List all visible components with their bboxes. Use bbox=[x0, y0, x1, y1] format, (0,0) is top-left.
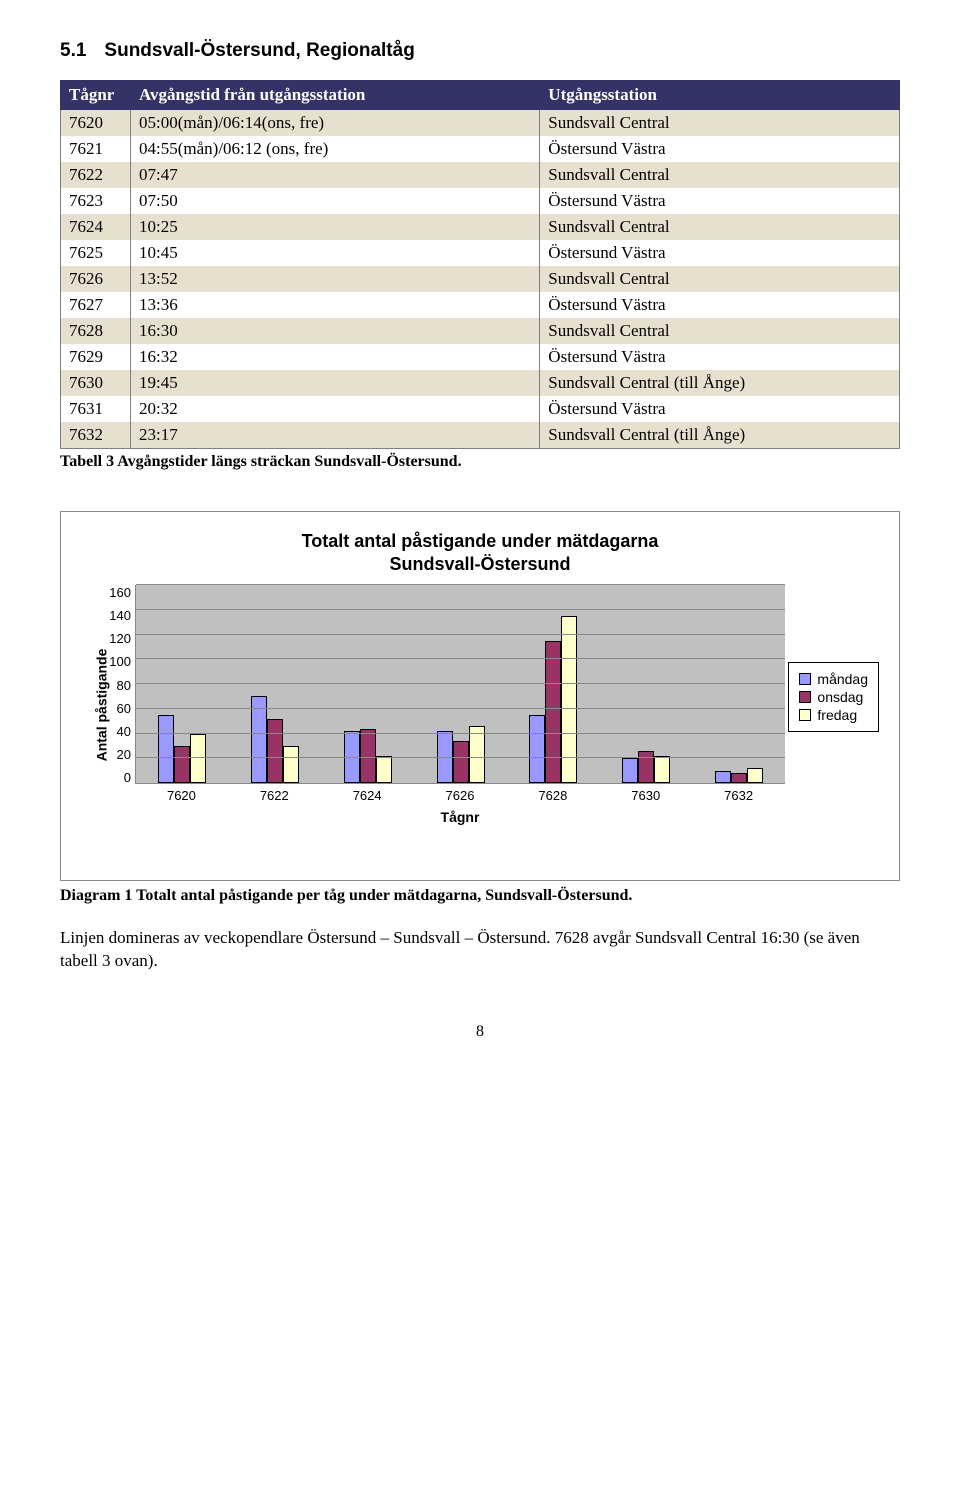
bar bbox=[731, 773, 747, 783]
section-number: 5.1 bbox=[60, 40, 86, 61]
col-header: Utgångsstation bbox=[540, 81, 900, 110]
table-row: 762410:25Sundsvall Central bbox=[61, 214, 900, 240]
diagram-caption: Diagram 1 Totalt antal påstigande per tå… bbox=[60, 887, 900, 905]
y-axis-label: Antal påstigande bbox=[93, 649, 109, 762]
table-row: 762307:50Östersund Västra bbox=[61, 188, 900, 214]
bar bbox=[283, 746, 299, 783]
table-row: 763120:32Östersund Västra bbox=[61, 396, 900, 422]
legend-item: fredag bbox=[799, 707, 868, 723]
bar bbox=[360, 729, 376, 783]
table-row: 762510:45Östersund Västra bbox=[61, 240, 900, 266]
section-title: Sundsvall-Östersund, Regionaltåg bbox=[104, 40, 414, 61]
col-header: Tågnr bbox=[61, 81, 131, 110]
departures-table: Tågnr Avgångstid från utgångsstation Utg… bbox=[60, 80, 900, 449]
bar bbox=[469, 726, 485, 783]
chart-plot bbox=[135, 585, 785, 784]
legend-item: måndag bbox=[799, 671, 868, 687]
bar bbox=[715, 771, 731, 783]
x-axis-label: Tågnr bbox=[135, 809, 785, 825]
table-row: 762713:36Östersund Västra bbox=[61, 292, 900, 318]
table-row: 762916:32Östersund Västra bbox=[61, 344, 900, 370]
bar-group bbox=[229, 585, 322, 783]
chart-container: Totalt antal påstigande under mätdagarna… bbox=[60, 511, 900, 881]
bar bbox=[174, 746, 190, 783]
table-row: 763223:17Sundsvall Central (till Ånge) bbox=[61, 422, 900, 449]
legend-item: onsdag bbox=[799, 689, 868, 705]
bar bbox=[376, 756, 392, 783]
table-row: 762207:47Sundsvall Central bbox=[61, 162, 900, 188]
bar bbox=[638, 751, 654, 783]
bar bbox=[251, 696, 267, 783]
legend-swatch bbox=[799, 709, 811, 721]
body-paragraph: Linjen domineras av veckopendlare Östers… bbox=[60, 927, 900, 973]
bar bbox=[158, 715, 174, 783]
legend-swatch bbox=[799, 673, 811, 685]
bar-group bbox=[600, 585, 693, 783]
bar-group bbox=[414, 585, 507, 783]
chart-title: Totalt antal påstigande under mätdagarna… bbox=[75, 530, 885, 575]
bar-group bbox=[136, 585, 229, 783]
chart-legend: måndag onsdag fredag bbox=[788, 662, 879, 732]
table-row: 763019:45Sundsvall Central (till Ånge) bbox=[61, 370, 900, 396]
bar-group bbox=[692, 585, 785, 783]
bar-group bbox=[321, 585, 414, 783]
bar bbox=[622, 758, 638, 783]
bar bbox=[529, 715, 545, 783]
chart-area: Antal påstigande 160140120100806040200 7… bbox=[75, 585, 885, 825]
bar bbox=[747, 768, 763, 783]
bar bbox=[654, 756, 670, 783]
table-row: 762613:52Sundsvall Central bbox=[61, 266, 900, 292]
table-row: 762005:00(mån)/06:14(ons, fre)Sundsvall … bbox=[61, 110, 900, 137]
page-number: 8 bbox=[60, 1023, 900, 1041]
bar bbox=[545, 641, 561, 783]
x-axis-ticks: 7620762276247626762876307632 bbox=[135, 788, 785, 803]
bar bbox=[267, 719, 283, 783]
bar bbox=[453, 741, 469, 783]
legend-swatch bbox=[799, 691, 811, 703]
table-caption: Tabell 3 Avgångstider längs sträckan Sun… bbox=[60, 453, 900, 471]
bar-group bbox=[507, 585, 600, 783]
table-row: 762104:55(mån)/06:12 (ons, fre)Östersund… bbox=[61, 136, 900, 162]
col-header: Avgångstid från utgångsstation bbox=[131, 81, 540, 110]
bar bbox=[190, 734, 206, 784]
section-heading: 5.1 Sundsvall-Östersund, Regionaltåg bbox=[60, 40, 900, 62]
table-row: 762816:30Sundsvall Central bbox=[61, 318, 900, 344]
